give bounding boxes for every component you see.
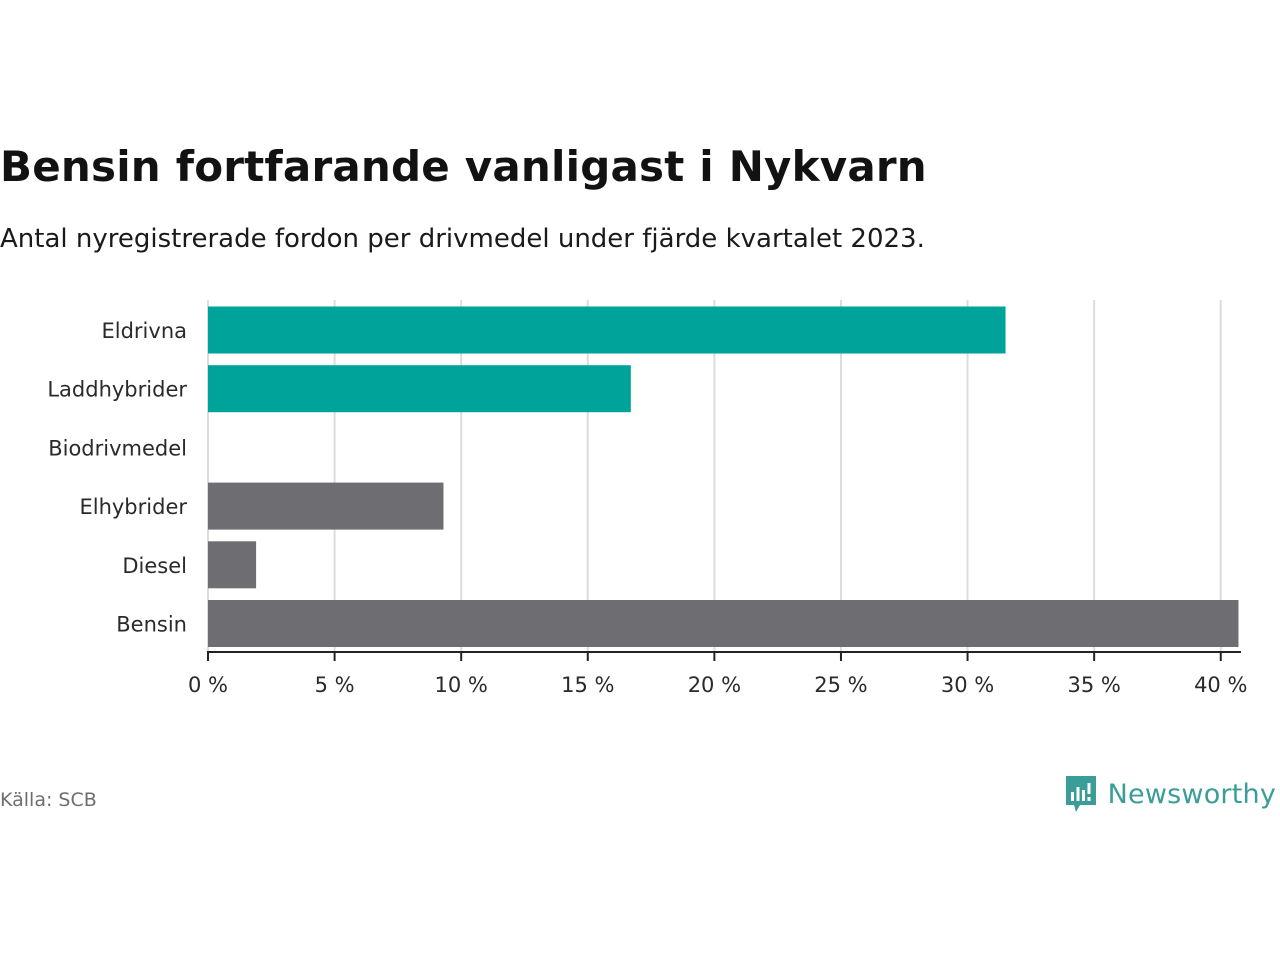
speech-bubble-shape: [1065, 776, 1096, 812]
category-label-elhybrider: Elhybrider: [79, 495, 187, 519]
tick-label-15: 15 %: [561, 673, 614, 697]
brand-name: Newsworthy: [1107, 778, 1276, 810]
category-label-biodrivmedel: Biodrivmedel: [48, 436, 187, 460]
logo-dot: [1087, 797, 1091, 801]
gridlines: [207, 300, 1222, 652]
brand-logo: Newsworthy: [1064, 774, 1276, 814]
tick-label-20: 20 %: [688, 673, 741, 697]
chart-title: Bensin fortfarande vanligast i Nykvarn: [0, 142, 927, 191]
logo-bar-1: [1070, 792, 1074, 801]
category-labels: Eldrivna Laddhybrider Biodrivmedel Elhybrid…: [47, 319, 187, 637]
logo-bar-3: [1081, 790, 1085, 801]
logo-bar-4: [1087, 783, 1091, 794]
bar-eldrivna: [208, 306, 1006, 354]
category-label-diesel: Diesel: [122, 554, 187, 578]
bar-elhybrider: [208, 482, 444, 530]
newsworthy-logo-icon: [1065, 776, 1096, 812]
tick-label-5: 5 %: [315, 673, 355, 697]
bars: [208, 306, 1239, 647]
bar-laddhybrider: [208, 365, 631, 413]
bar-diesel: [208, 541, 257, 589]
tick-label-40: 40 %: [1194, 673, 1247, 697]
tick-label-25: 25 %: [814, 673, 867, 697]
category-label-eldrivna: Eldrivna: [101, 319, 187, 343]
logo-bar-2: [1076, 787, 1080, 801]
chart-subtitle: Antal nyregistrerade fordon per drivmede…: [0, 224, 925, 254]
x-axis: 0 % 5 % 10 % 15 % 20 % 25 % 30 % 35 % 40 %: [188, 651, 1247, 697]
tick-label-30: 30 %: [941, 673, 994, 697]
tick-label-10: 10 %: [435, 673, 488, 697]
source-note: Källa: SCB: [0, 789, 97, 811]
category-label-bensin: Bensin: [116, 613, 187, 637]
bar-bensin: [208, 600, 1239, 647]
tick-label-0: 0 %: [188, 673, 228, 697]
tick-label-35: 35 %: [1067, 673, 1120, 697]
category-label-laddhybrider: Laddhybrider: [47, 378, 187, 402]
